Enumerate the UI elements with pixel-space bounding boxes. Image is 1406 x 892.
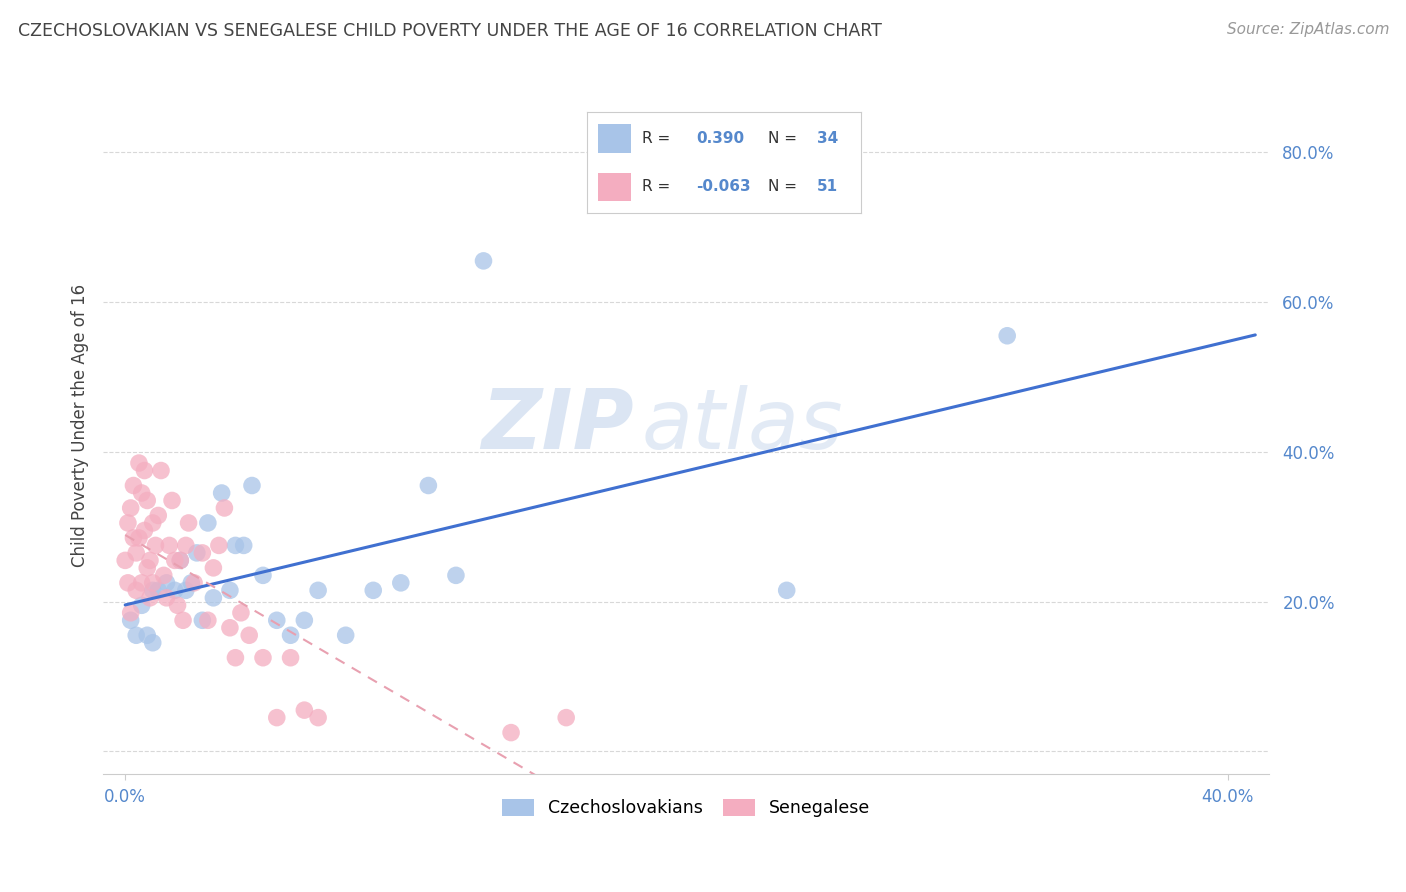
Point	[120, 606, 142, 620]
Point	[148, 583, 170, 598]
Point	[418, 478, 440, 492]
Point	[202, 591, 225, 605]
Point	[307, 583, 329, 598]
Point	[160, 493, 183, 508]
Point	[128, 531, 150, 545]
Point	[117, 575, 139, 590]
Point	[214, 500, 236, 515]
Point	[219, 583, 242, 598]
Point	[240, 478, 263, 492]
Point	[232, 538, 254, 552]
Point	[444, 568, 467, 582]
Point	[142, 575, 165, 590]
Point	[150, 464, 173, 478]
Point	[180, 575, 202, 590]
Point	[155, 591, 177, 605]
Point	[191, 613, 214, 627]
Point	[361, 583, 384, 598]
Text: CZECHOSLOVAKIAN VS SENEGALESE CHILD POVERTY UNDER THE AGE OF 16 CORRELATION CHAR: CZECHOSLOVAKIAN VS SENEGALESE CHILD POVE…	[18, 22, 882, 40]
Point	[148, 508, 170, 523]
Point	[202, 561, 225, 575]
Point	[472, 253, 495, 268]
Point	[125, 628, 148, 642]
Point	[142, 516, 165, 530]
Point	[266, 711, 288, 725]
Point	[157, 538, 180, 552]
Point	[229, 606, 252, 620]
Point	[183, 575, 205, 590]
Point	[174, 583, 197, 598]
Point	[131, 599, 153, 613]
Point	[122, 531, 145, 545]
Point	[169, 553, 191, 567]
Point	[307, 711, 329, 725]
Point	[139, 553, 162, 567]
Point	[995, 328, 1018, 343]
Text: atlas: atlas	[641, 385, 844, 467]
Point	[177, 516, 200, 530]
Point	[197, 613, 219, 627]
Text: Source: ZipAtlas.com: Source: ZipAtlas.com	[1226, 22, 1389, 37]
Point	[191, 546, 214, 560]
Point	[134, 464, 156, 478]
Point	[136, 628, 159, 642]
Point	[238, 628, 260, 642]
Point	[125, 546, 148, 560]
Y-axis label: Child Poverty Under the Age of 16: Child Poverty Under the Age of 16	[72, 284, 89, 567]
Point	[280, 628, 302, 642]
Point	[174, 538, 197, 552]
Point	[145, 538, 167, 552]
Point	[389, 575, 412, 590]
Point	[136, 561, 159, 575]
Point	[335, 628, 357, 642]
Point	[166, 599, 188, 613]
Point	[131, 575, 153, 590]
Point	[499, 725, 522, 739]
Text: ZIP: ZIP	[481, 385, 634, 467]
Point	[169, 553, 191, 567]
Point	[120, 613, 142, 627]
Point	[280, 650, 302, 665]
Point	[142, 636, 165, 650]
Point	[186, 546, 208, 560]
Point	[211, 486, 233, 500]
Point	[117, 516, 139, 530]
Point	[128, 456, 150, 470]
Point	[224, 538, 246, 552]
Point	[197, 516, 219, 530]
Point	[142, 583, 165, 598]
Point	[136, 493, 159, 508]
Point	[292, 703, 315, 717]
Point	[131, 486, 153, 500]
Point	[266, 613, 288, 627]
Point	[776, 583, 799, 598]
Point	[252, 650, 274, 665]
Point	[125, 583, 148, 598]
Point	[252, 568, 274, 582]
Point	[155, 575, 177, 590]
Point	[224, 650, 246, 665]
Point	[120, 500, 142, 515]
Point	[114, 553, 136, 567]
Point	[208, 538, 231, 552]
Point	[172, 613, 194, 627]
Point	[163, 553, 186, 567]
Point	[163, 583, 186, 598]
Legend: Czechoslovakians, Senegalese: Czechoslovakians, Senegalese	[495, 792, 877, 824]
Point	[139, 591, 162, 605]
Point	[219, 621, 242, 635]
Point	[292, 613, 315, 627]
Point	[555, 711, 578, 725]
Point	[134, 524, 156, 538]
Point	[122, 478, 145, 492]
Point	[152, 568, 174, 582]
